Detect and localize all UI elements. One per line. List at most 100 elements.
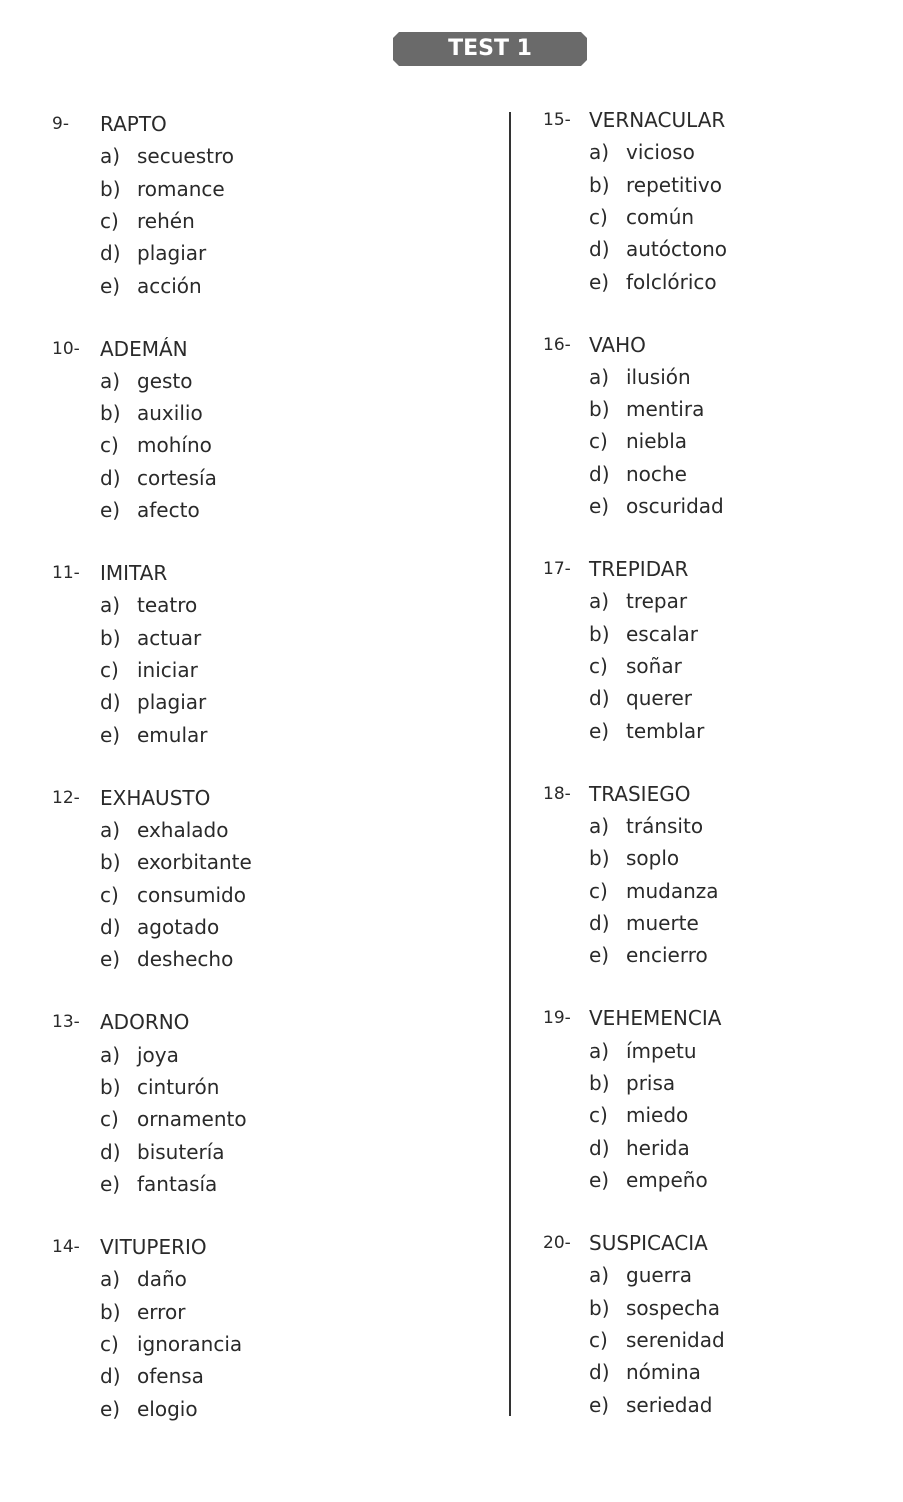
option-letter: e) — [100, 722, 121, 747]
question-word: VEHEMENCIA — [589, 1006, 722, 1031]
option-letter: c) — [100, 1107, 119, 1132]
option-text: exhalado — [137, 818, 229, 843]
option-text: gesto — [137, 368, 193, 393]
option-letter: a) — [589, 589, 610, 614]
question-number: 17- — [543, 559, 571, 580]
option-text: cinturón — [137, 1074, 220, 1099]
option-text: cortesía — [137, 465, 217, 490]
option-text: herida — [626, 1135, 690, 1160]
option-text: mohíno — [137, 433, 212, 458]
option-letter: d) — [589, 686, 610, 711]
question-number: 13- — [52, 1012, 80, 1033]
question-word: ADORNO — [100, 1010, 190, 1035]
option-letter: c) — [100, 433, 119, 458]
column-divider — [509, 112, 511, 1416]
option-letter: a) — [589, 1263, 610, 1288]
option-letter: e) — [100, 1171, 121, 1196]
question-number: 18- — [543, 783, 571, 804]
option-text: emular — [137, 722, 208, 747]
option-text: autóctono — [626, 237, 727, 262]
question-word: VAHO — [589, 332, 646, 357]
option-letter: b) — [100, 176, 121, 201]
option-text: soplo — [626, 846, 680, 871]
option-text: muerte — [626, 910, 699, 935]
option-letter: e) — [589, 718, 610, 743]
option-text: ilusión — [626, 364, 691, 389]
option-text: actuar — [137, 625, 202, 650]
question-word: SUSPICACIA — [589, 1231, 708, 1255]
option-text: elogio — [137, 1396, 198, 1421]
question-number: 15- — [543, 110, 571, 130]
option-letter: b) — [589, 397, 610, 422]
option-letter: d) — [589, 461, 610, 486]
option-letter: c) — [100, 882, 119, 907]
option-letter: a) — [100, 1267, 121, 1292]
option-text: error — [137, 1299, 186, 1324]
option-text: plagiar — [137, 241, 207, 266]
option-letter: a) — [589, 140, 610, 165]
option-text: guerra — [626, 1263, 693, 1288]
question-word: TRASIEGO — [589, 781, 691, 806]
option-text: folclórico — [626, 269, 717, 294]
question-word: IMITAR — [100, 561, 168, 586]
option-text: ornamento — [137, 1107, 247, 1132]
option-letter: d) — [100, 241, 121, 266]
option-letter: c) — [589, 204, 608, 229]
option-text: daño — [137, 1267, 187, 1292]
option-letter: c) — [589, 654, 608, 679]
option-letter: e) — [589, 1392, 610, 1417]
option-text: niebla — [626, 429, 688, 454]
option-letter: c) — [589, 429, 608, 454]
question-number: 9- — [52, 114, 69, 134]
option-letter: b) — [100, 625, 121, 650]
question-number: 16- — [543, 334, 571, 355]
option-text: repetitivo — [626, 172, 722, 197]
option-text: exorbitante — [137, 850, 252, 875]
question-number: 10- — [52, 338, 80, 359]
option-text: prisa — [626, 1070, 676, 1095]
option-letter: e) — [589, 494, 610, 519]
option-letter: a) — [589, 814, 610, 839]
option-letter: d) — [589, 1360, 610, 1385]
option-letter: b) — [589, 172, 610, 197]
option-letter: d) — [100, 914, 121, 939]
option-text: noche — [626, 461, 687, 486]
option-letter: e) — [589, 1167, 610, 1192]
option-text: oscuridad — [626, 494, 724, 519]
question-word: VERNACULAR — [589, 108, 726, 132]
option-text: fantasía — [137, 1171, 218, 1196]
option-letter: e) — [589, 269, 610, 294]
option-text: querer — [626, 686, 692, 711]
option-letter: a) — [100, 144, 121, 169]
option-text: escalar — [626, 621, 699, 646]
option-letter: a) — [589, 364, 610, 389]
question-word: RAPTO — [100, 112, 167, 136]
option-letter: d) — [100, 690, 121, 715]
option-text: soñar — [626, 654, 682, 679]
option-text: empeño — [626, 1167, 708, 1192]
option-text: vicioso — [626, 140, 695, 165]
option-text: serenidad — [626, 1327, 725, 1352]
option-letter: d) — [589, 1135, 610, 1160]
option-text: trepar — [626, 589, 688, 614]
option-letter: c) — [100, 658, 119, 683]
option-text: teatro — [137, 593, 198, 618]
option-text: secuestro — [137, 144, 234, 169]
option-text: romance — [137, 176, 225, 201]
option-text: común — [626, 204, 695, 229]
option-text: sospecha — [626, 1295, 721, 1320]
option-letter: b) — [589, 621, 610, 646]
option-letter: b) — [100, 401, 121, 426]
option-letter: b) — [100, 1074, 121, 1099]
option-letter: e) — [100, 273, 121, 298]
option-text: ofensa — [137, 1364, 204, 1389]
option-letter: d) — [589, 237, 610, 262]
option-text: temblar — [626, 718, 705, 743]
option-letter: e) — [100, 498, 121, 523]
question-word: ADEMÁN — [100, 336, 188, 361]
test-title-badge: TEST 1 — [393, 32, 587, 66]
question-number: 12- — [52, 787, 80, 808]
option-letter: e) — [589, 943, 610, 968]
option-letter: c) — [589, 1327, 608, 1352]
option-letter: d) — [100, 465, 121, 490]
